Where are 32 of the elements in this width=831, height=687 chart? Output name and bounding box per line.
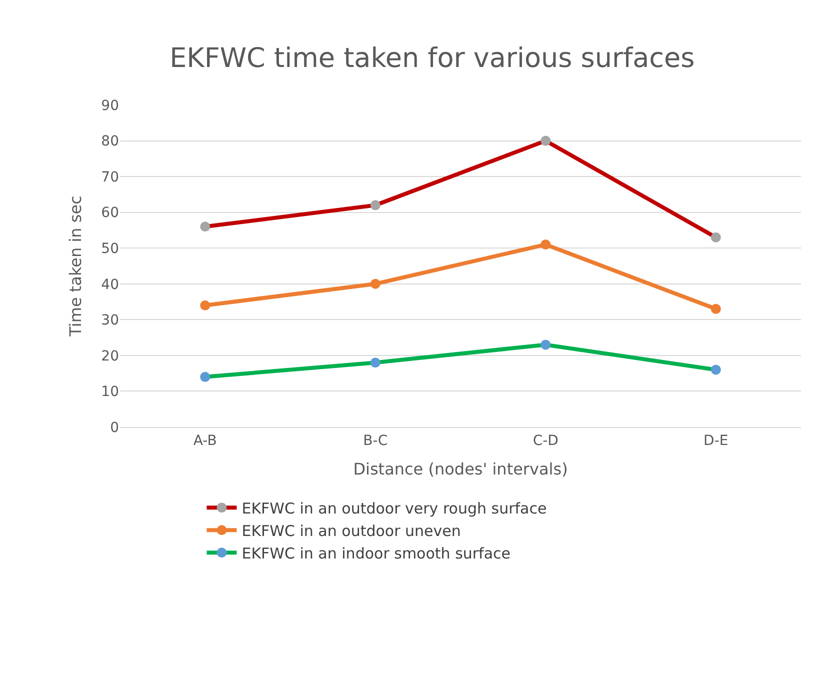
point xyxy=(540,340,551,350)
point xyxy=(200,222,210,232)
point xyxy=(540,136,551,146)
y-tick-label: 0 xyxy=(110,420,119,436)
y-tick-label: 60 xyxy=(101,205,119,222)
y-tick-label: 30 xyxy=(101,312,119,329)
point xyxy=(370,278,380,289)
x-tick-label: D-E xyxy=(704,432,728,449)
x-tick-label: A-B xyxy=(193,432,217,449)
x-tick-label: B-C xyxy=(363,432,388,449)
y-tick-label: 20 xyxy=(101,348,119,364)
point xyxy=(200,300,210,310)
y-tick-label: 10 xyxy=(101,384,119,400)
legend-label: EKFWC in an outdoor uneven xyxy=(242,522,461,540)
x-tick-label: C-D xyxy=(532,432,558,449)
y-tick-label: 80 xyxy=(101,134,119,150)
point xyxy=(710,232,721,242)
y-axis-title: Time taken in sec xyxy=(66,196,86,338)
legend-label: EKFWC in an indoor smooth surface xyxy=(242,544,511,562)
legend-label: EKFWC in an outdoor very rough surface xyxy=(242,500,547,518)
point xyxy=(710,364,721,375)
point xyxy=(200,372,210,382)
x-axis-title: Distance (nodes' intervals) xyxy=(353,460,568,478)
y-tick-label: 40 xyxy=(101,276,119,293)
y-tick-label: 50 xyxy=(101,241,119,258)
point xyxy=(370,358,380,368)
point xyxy=(370,200,380,210)
point xyxy=(540,240,551,250)
y-tick-label: 70 xyxy=(101,169,119,186)
point xyxy=(710,304,721,314)
y-tick-label: 90 xyxy=(101,98,119,114)
chart-title: EKFWC time taken for various surfaces xyxy=(170,42,695,74)
